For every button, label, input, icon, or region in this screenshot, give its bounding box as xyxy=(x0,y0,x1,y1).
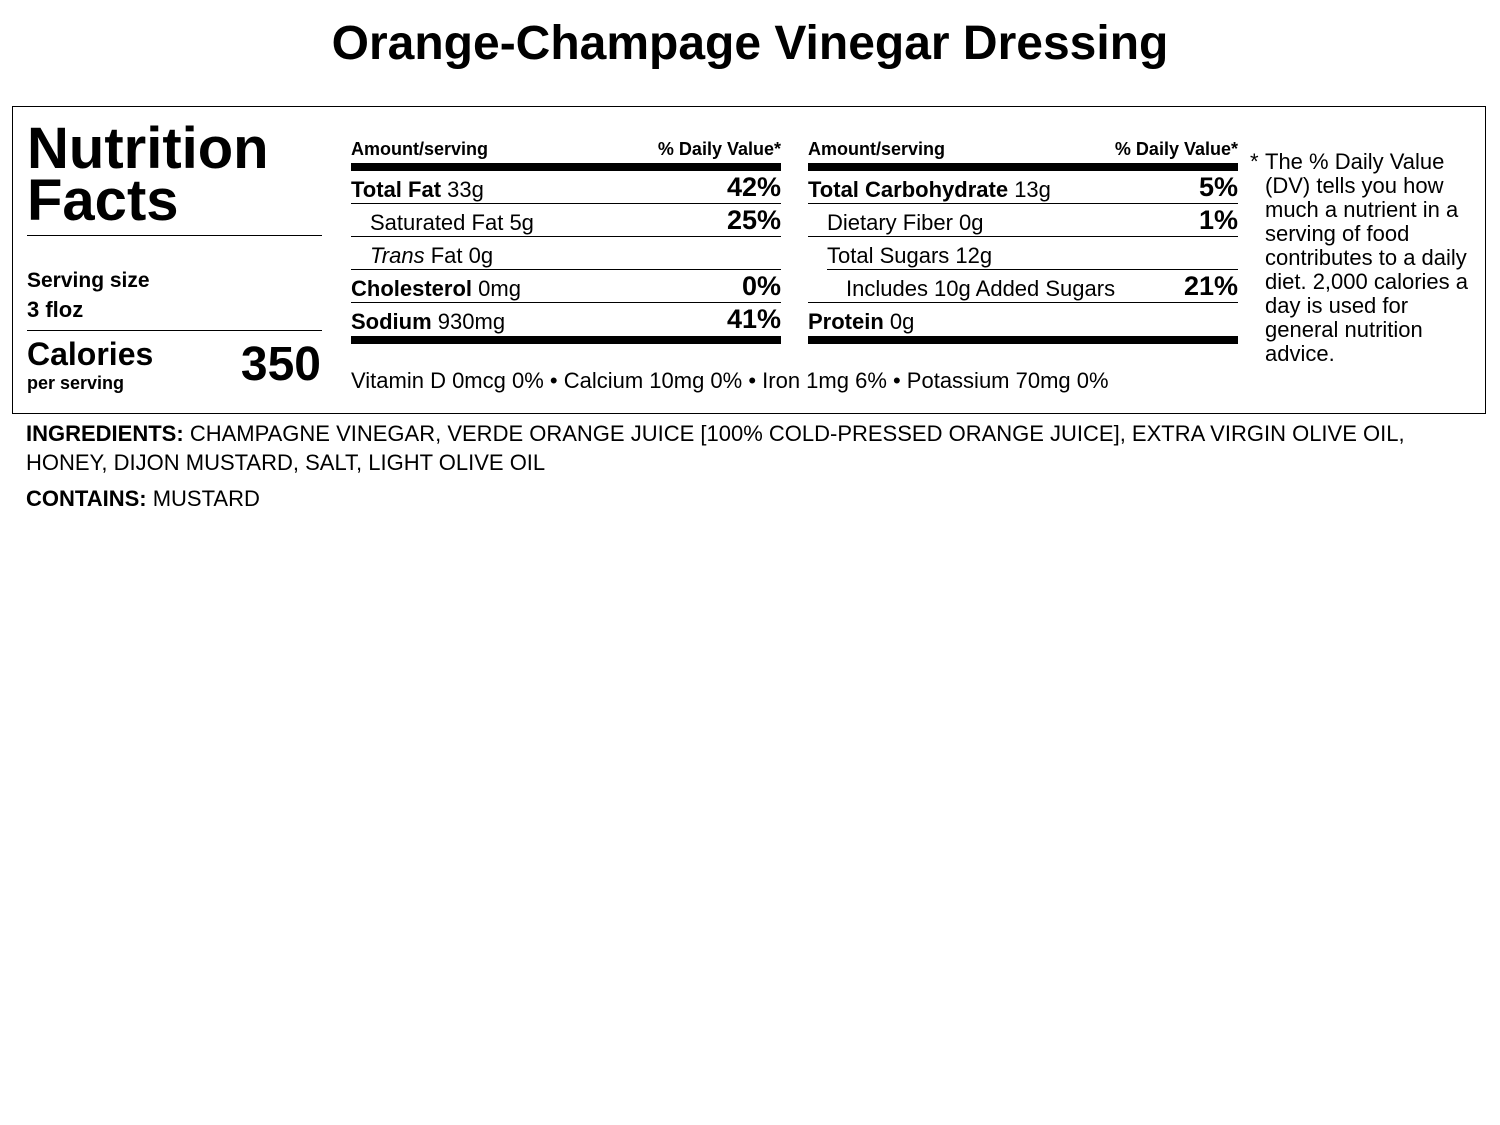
nutrient-row-dietary-fiber: Dietary Fiber 0g 1% xyxy=(808,204,1238,237)
nutrient-name: Protein xyxy=(808,309,884,334)
dv-header: % Daily Value* xyxy=(1114,139,1238,159)
ingredients-statement: INGREDIENTS: CHAMPAGNE VINEGAR, VERDE OR… xyxy=(26,419,1426,477)
allergen-statement: CONTAINS: MUSTARD xyxy=(26,486,260,512)
nutrient-amount: 12g xyxy=(955,243,993,268)
nutrient-amount: 13g xyxy=(1014,177,1051,202)
nutrient-amount: 930mg xyxy=(437,309,506,334)
nutrient-name: Saturated Fat xyxy=(370,210,504,235)
divider xyxy=(827,269,1238,270)
nutrient-name: Fat xyxy=(430,243,463,268)
thick-rule xyxy=(808,163,1238,171)
nutrition-facts-heading: Nutrition Facts xyxy=(27,116,269,233)
nutrient-name: Total Sugars xyxy=(827,243,950,268)
nutrient-name: Total Fat xyxy=(351,177,442,202)
nutrient-amount: 0g xyxy=(468,243,494,268)
vitamins-minerals-line: Vitamin D 0mcg 0% • Calcium 10mg 0% • Ir… xyxy=(351,368,1109,393)
nutrient-name: Sodium xyxy=(351,309,432,334)
calories-value: 350 xyxy=(240,338,321,391)
divider xyxy=(27,235,322,236)
nutrient-name: Cholesterol xyxy=(351,276,473,301)
nutrient-row-added-sugars: Includes 10g Added Sugars 21% xyxy=(808,270,1238,303)
nutrient-row-total-sugars: Total Sugars 12g xyxy=(808,237,1238,270)
nutrition-facts-panel: Nutrition Facts Serving size 3 floz Calo… xyxy=(12,106,1486,414)
nutrient-amount: 0mg xyxy=(478,276,521,301)
thick-rule xyxy=(808,336,1238,344)
nutrient-amount: 33g xyxy=(447,177,484,202)
nutrient-label: Sodium 930mg xyxy=(351,309,505,335)
nutrient-row-protein: Protein 0g xyxy=(808,303,1238,336)
nutrient-label: Total Carbohydrate 13g xyxy=(808,177,1051,203)
nutrient-amount: 0g xyxy=(959,210,984,235)
nutrient-label: Saturated Fat 5g xyxy=(370,210,534,236)
thick-rule xyxy=(351,163,781,171)
nutrient-label: Trans Fat 0g xyxy=(370,243,493,269)
per-serving-label: per serving xyxy=(27,373,125,393)
footnote-text: The % Daily Value (DV) tells you how muc… xyxy=(1265,149,1469,366)
ingredients-label: INGREDIENTS: xyxy=(26,421,184,446)
contains-label: CONTAINS: xyxy=(26,486,147,511)
nutrient-label: Includes 10g Added Sugars xyxy=(846,276,1116,301)
nutrient-row-trans-fat: Trans Fat 0g xyxy=(351,237,781,270)
thick-rule xyxy=(351,336,781,344)
nutrient-label: Protein 0g xyxy=(808,309,914,335)
nutrient-label: Total Sugars 12g xyxy=(827,243,992,269)
daily-value: 21% xyxy=(1183,271,1238,301)
amount-header: Amount/serving xyxy=(351,139,489,159)
nutrient-row-total-fat: Total Fat 33g 42% xyxy=(351,171,781,204)
nutrient-name-italic: Trans xyxy=(370,243,425,268)
daily-value: 5% xyxy=(1198,172,1238,202)
nutrient-column-left: Amount/serving % Daily Value* Total Fat … xyxy=(351,137,781,344)
daily-value: 42% xyxy=(726,172,781,202)
nutrient-amount: 0g xyxy=(889,309,915,334)
column-header: Amount/serving % Daily Value* xyxy=(351,137,781,163)
nutrient-label: Dietary Fiber 0g xyxy=(827,210,984,236)
daily-value: 1% xyxy=(1198,205,1238,235)
nutrient-row-cholesterol: Cholesterol 0mg 0% xyxy=(351,270,781,303)
nutrient-label: Cholesterol 0mg xyxy=(351,276,521,302)
calories-label: Calories xyxy=(27,336,154,372)
nutrient-row-saturated-fat: Saturated Fat 5g 25% xyxy=(351,204,781,237)
serving-size-label: Serving size xyxy=(27,269,150,292)
nutrient-row-sodium: Sodium 930mg 41% xyxy=(351,303,781,336)
daily-value: 0% xyxy=(741,271,781,301)
daily-value: 41% xyxy=(726,304,781,334)
nutrient-row-total-carbohydrate: Total Carbohydrate 13g 5% xyxy=(808,171,1238,204)
ingredients-text: CHAMPAGNE VINEGAR, VERDE ORANGE JUICE [1… xyxy=(26,421,1405,475)
dv-header: % Daily Value* xyxy=(657,139,781,159)
nutrient-amount: 5g xyxy=(509,210,534,235)
nutrient-name: Dietary Fiber xyxy=(827,210,953,235)
divider xyxy=(27,330,322,331)
nutrient-name: Total Carbohydrate xyxy=(808,177,1009,202)
heading-line-2: Facts xyxy=(27,168,179,233)
amount-header: Amount/serving xyxy=(808,139,946,159)
daily-value: 25% xyxy=(726,205,781,235)
nutrient-label: Total Fat 33g xyxy=(351,177,484,203)
column-header: Amount/serving % Daily Value* xyxy=(808,137,1238,163)
product-title: Orange-Champage Vinegar Dressing xyxy=(331,17,1169,70)
serving-size-value: 3 floz xyxy=(27,297,84,322)
contains-text: MUSTARD xyxy=(152,486,260,511)
nutrient-column-right: Amount/serving % Daily Value* Total Carb… xyxy=(808,137,1238,344)
heading-line-1: Nutrition xyxy=(27,116,269,181)
footnote-asterisk: * xyxy=(1250,149,1259,174)
